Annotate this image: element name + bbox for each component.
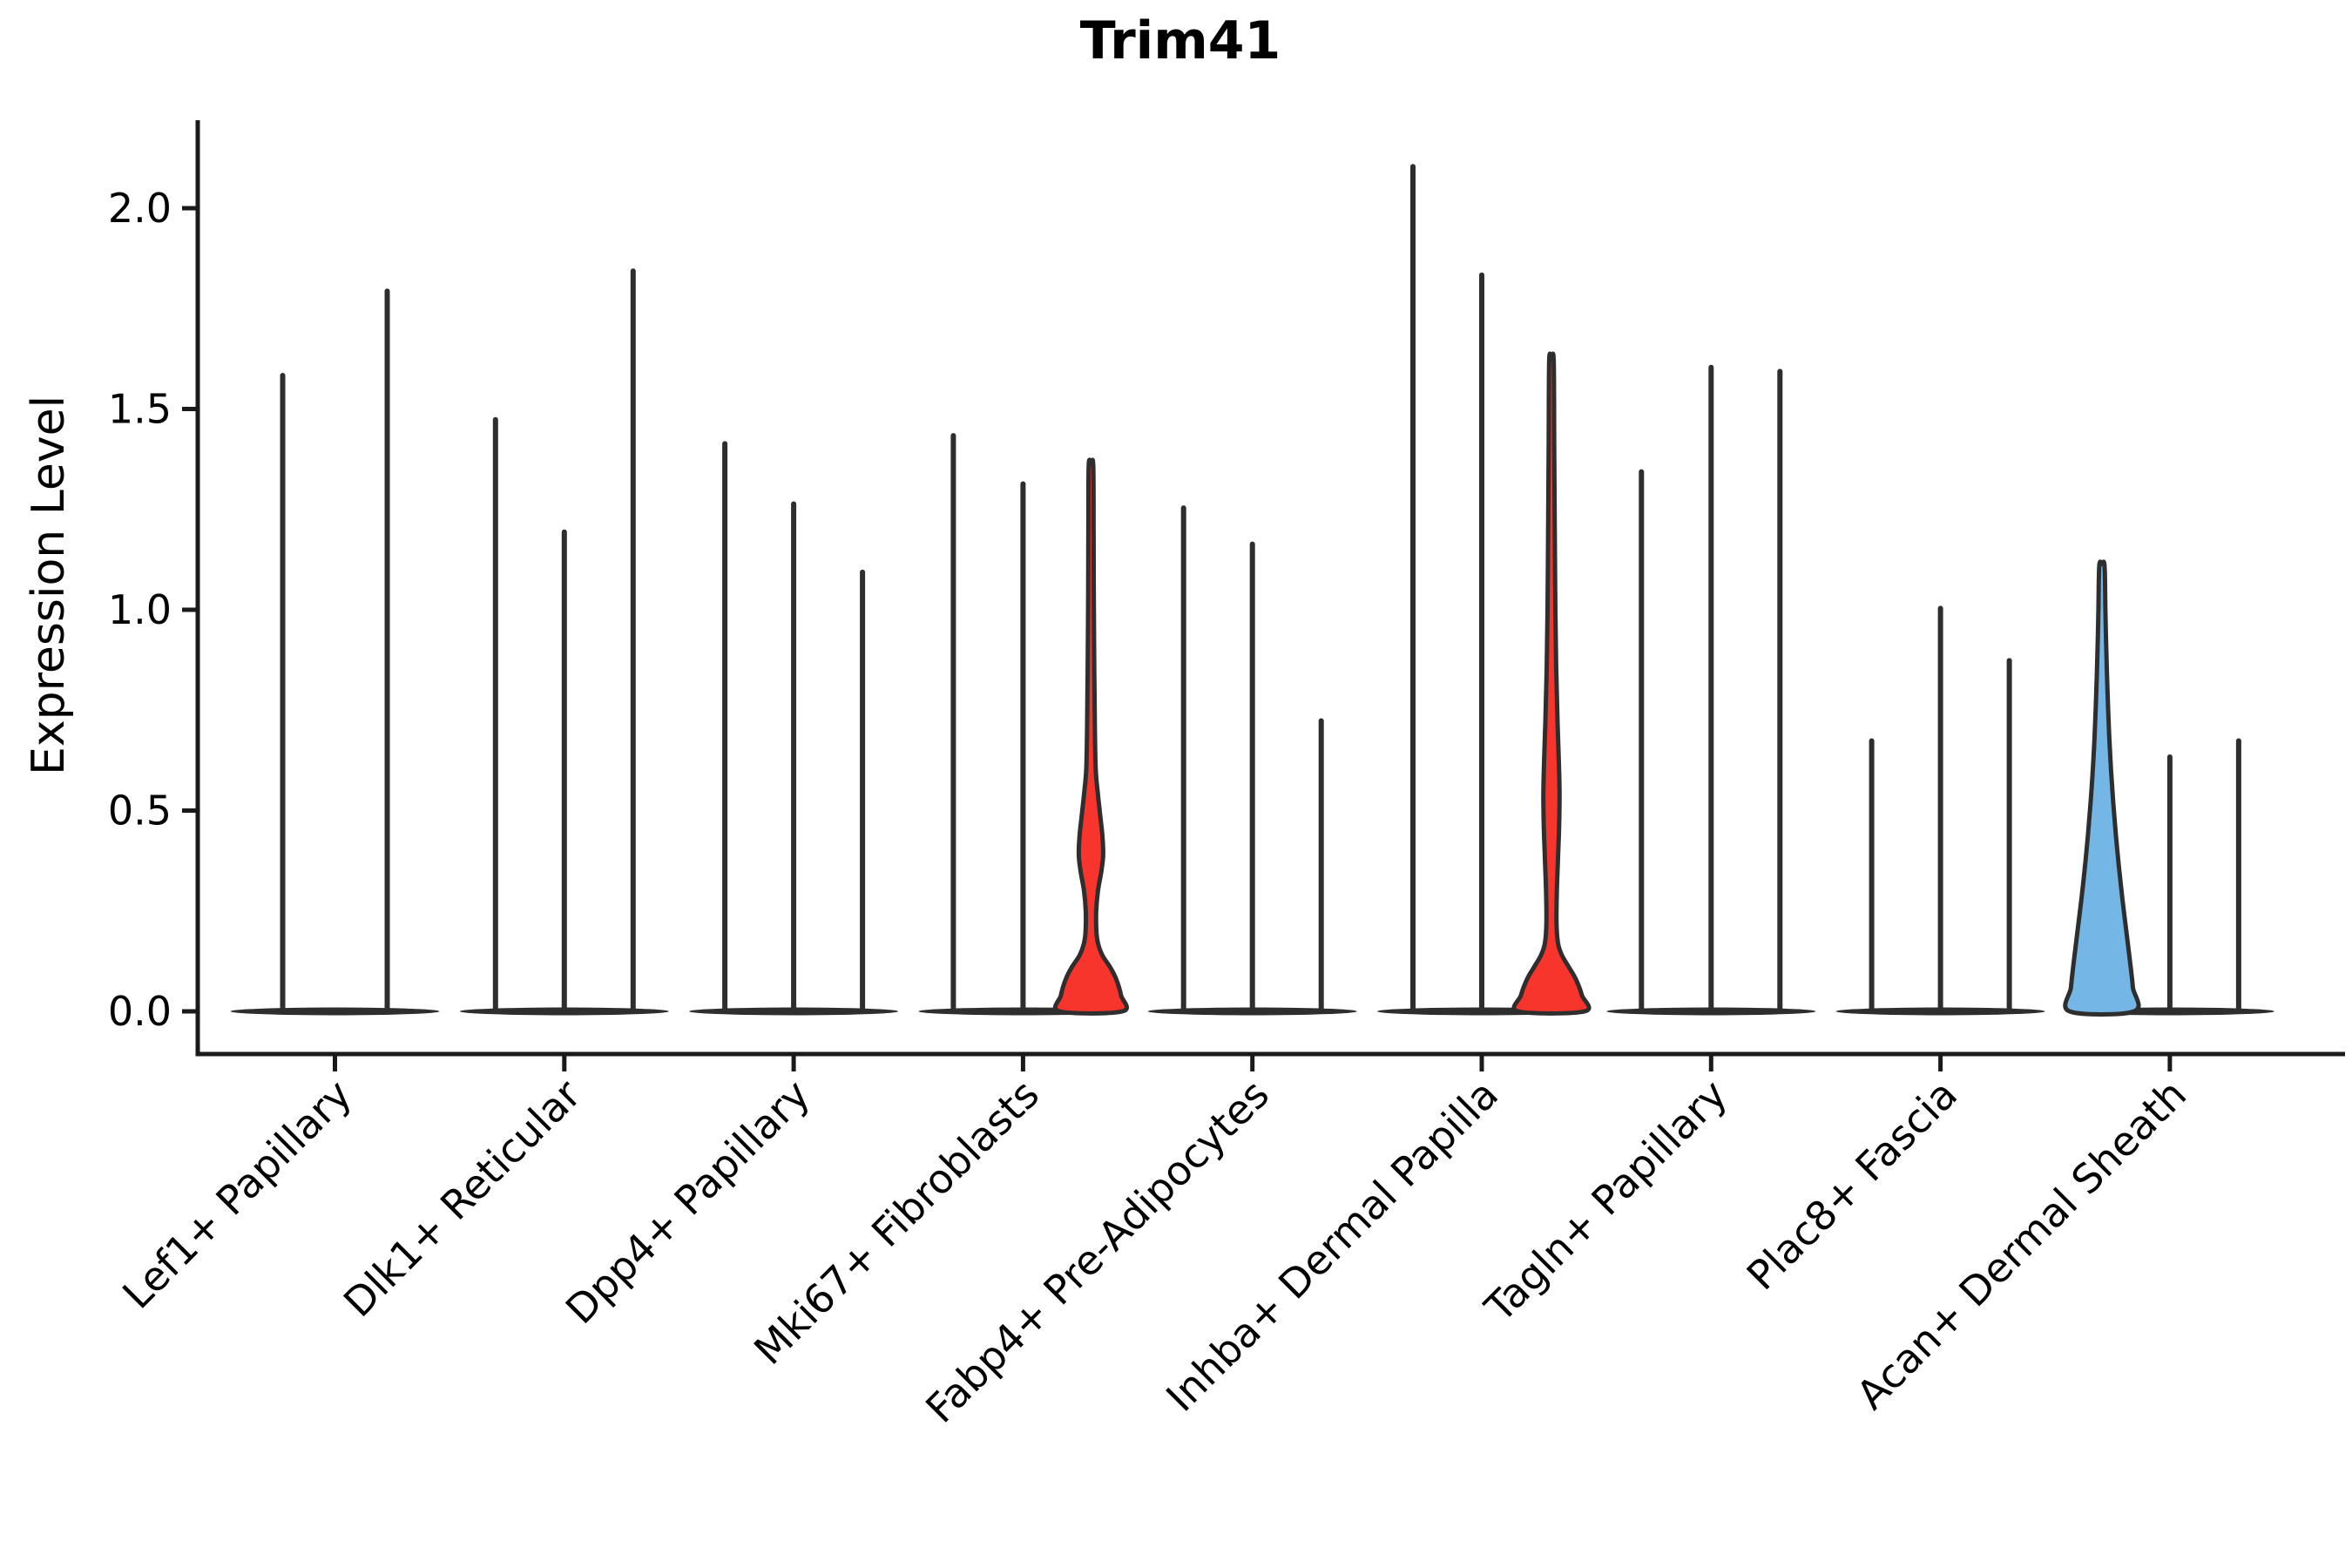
chart-title: Trim41 [1079, 10, 1281, 71]
y-tick-label: 1.5 [108, 386, 172, 433]
y-tick-label: 0.0 [108, 988, 172, 1035]
y-tick-label: 2.0 [108, 185, 172, 232]
violin-red [1511, 351, 1592, 1016]
y-tick-label: 1.0 [108, 586, 172, 633]
violin-blue [2063, 559, 2141, 1017]
violin-base [230, 1007, 440, 1016]
violin-red [1052, 457, 1129, 1016]
y-tick-label: 0.5 [108, 787, 172, 835]
